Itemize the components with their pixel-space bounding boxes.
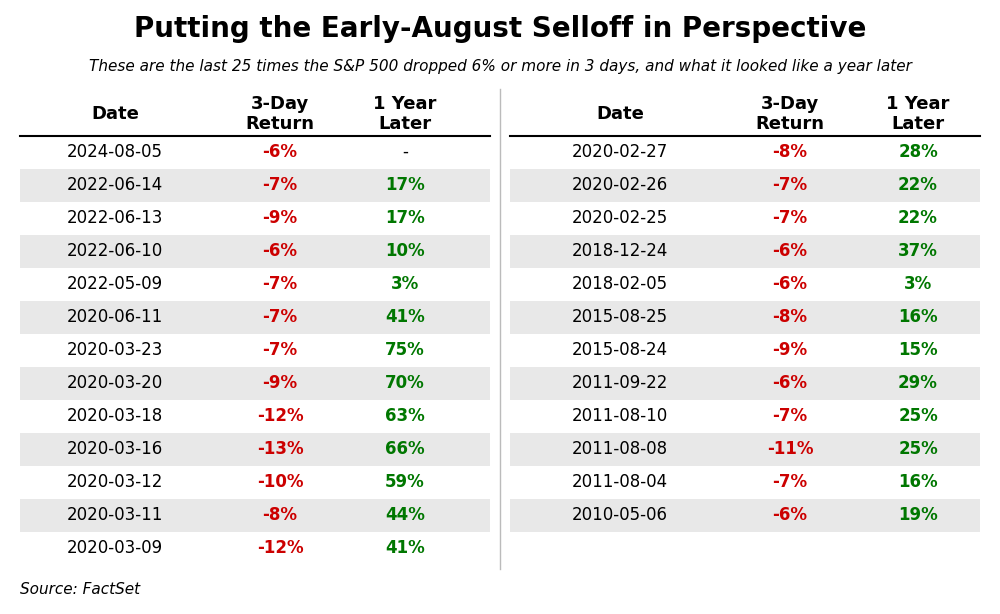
Text: 2020-03-09: 2020-03-09 xyxy=(67,539,163,557)
Bar xyxy=(20,432,490,465)
Text: 2022-06-13: 2022-06-13 xyxy=(67,209,163,227)
Text: 25%: 25% xyxy=(898,440,938,458)
Text: -12%: -12% xyxy=(257,407,303,425)
Text: 22%: 22% xyxy=(898,176,938,194)
Text: -12%: -12% xyxy=(257,539,303,557)
Text: -7%: -7% xyxy=(262,308,298,326)
Text: 2020-02-26: 2020-02-26 xyxy=(572,176,668,194)
Text: 75%: 75% xyxy=(385,341,425,359)
Text: 44%: 44% xyxy=(385,506,425,524)
Text: 2020-03-20: 2020-03-20 xyxy=(67,374,163,392)
Text: -7%: -7% xyxy=(772,407,808,425)
Bar xyxy=(20,235,490,268)
Text: 2018-02-05: 2018-02-05 xyxy=(572,275,668,293)
Text: These are the last 25 times the S&P 500 dropped 6% or more in 3 days, and what i: These are the last 25 times the S&P 500 … xyxy=(89,58,911,74)
Text: 1 Year
Later: 1 Year Later xyxy=(886,95,950,133)
Text: 2020-03-16: 2020-03-16 xyxy=(67,440,163,458)
Text: -9%: -9% xyxy=(262,209,298,227)
Text: Source: FactSet: Source: FactSet xyxy=(20,581,140,596)
Text: 2020-03-23: 2020-03-23 xyxy=(67,341,163,359)
Text: Date: Date xyxy=(596,105,644,123)
Text: 66%: 66% xyxy=(385,440,425,458)
Text: 2022-06-10: 2022-06-10 xyxy=(67,242,163,260)
Text: 17%: 17% xyxy=(385,209,425,227)
Text: 16%: 16% xyxy=(898,308,938,326)
Text: 2020-02-25: 2020-02-25 xyxy=(572,209,668,227)
Text: 41%: 41% xyxy=(385,308,425,326)
Text: 3-Day
Return: 3-Day Return xyxy=(756,95,824,133)
Text: -8%: -8% xyxy=(262,506,298,524)
Text: -7%: -7% xyxy=(772,176,808,194)
Text: -6%: -6% xyxy=(262,242,298,260)
Text: 2011-09-22: 2011-09-22 xyxy=(572,374,668,392)
Bar xyxy=(20,168,490,201)
Text: 3%: 3% xyxy=(391,275,419,293)
Text: 15%: 15% xyxy=(898,341,938,359)
Text: -6%: -6% xyxy=(772,275,808,293)
Text: 2022-06-14: 2022-06-14 xyxy=(67,176,163,194)
Text: 70%: 70% xyxy=(385,374,425,392)
Text: 22%: 22% xyxy=(898,209,938,227)
Text: 17%: 17% xyxy=(385,176,425,194)
Text: -9%: -9% xyxy=(772,341,808,359)
Text: 2011-08-04: 2011-08-04 xyxy=(572,473,668,491)
Text: -8%: -8% xyxy=(772,308,808,326)
Text: 10%: 10% xyxy=(385,242,425,260)
Text: -6%: -6% xyxy=(772,506,808,524)
Text: -11%: -11% xyxy=(767,440,813,458)
Bar xyxy=(510,235,980,268)
Text: 2011-08-08: 2011-08-08 xyxy=(572,440,668,458)
Text: -13%: -13% xyxy=(257,440,303,458)
Text: -7%: -7% xyxy=(262,176,298,194)
Text: 3%: 3% xyxy=(904,275,932,293)
Text: 2010-05-06: 2010-05-06 xyxy=(572,506,668,524)
Text: 2020-03-12: 2020-03-12 xyxy=(67,473,163,491)
Text: -7%: -7% xyxy=(262,341,298,359)
Text: 2022-05-09: 2022-05-09 xyxy=(67,275,163,293)
Bar xyxy=(510,432,980,465)
Text: 29%: 29% xyxy=(898,374,938,392)
Text: -8%: -8% xyxy=(772,143,808,161)
Text: 2011-08-10: 2011-08-10 xyxy=(572,407,668,425)
Text: 2015-08-25: 2015-08-25 xyxy=(572,308,668,326)
Text: 2020-02-27: 2020-02-27 xyxy=(572,143,668,161)
Text: -6%: -6% xyxy=(772,242,808,260)
Text: 2020-03-11: 2020-03-11 xyxy=(67,506,163,524)
Text: -7%: -7% xyxy=(262,275,298,293)
Text: -7%: -7% xyxy=(772,473,808,491)
Bar xyxy=(20,300,490,333)
Text: 63%: 63% xyxy=(385,407,425,425)
Text: 41%: 41% xyxy=(385,539,425,557)
Text: -6%: -6% xyxy=(772,374,808,392)
Text: 19%: 19% xyxy=(898,506,938,524)
Text: 3-Day
Return: 3-Day Return xyxy=(246,95,314,133)
Bar xyxy=(510,499,980,532)
Text: 2015-08-24: 2015-08-24 xyxy=(572,341,668,359)
Text: 2018-12-24: 2018-12-24 xyxy=(572,242,668,260)
Text: 1 Year
Later: 1 Year Later xyxy=(373,95,437,133)
Text: 37%: 37% xyxy=(898,242,938,260)
Text: 25%: 25% xyxy=(898,407,938,425)
Text: Date: Date xyxy=(91,105,139,123)
Bar xyxy=(510,168,980,201)
Text: 59%: 59% xyxy=(385,473,425,491)
Text: 2024-08-05: 2024-08-05 xyxy=(67,143,163,161)
Text: -10%: -10% xyxy=(257,473,303,491)
Text: 28%: 28% xyxy=(898,143,938,161)
Text: -7%: -7% xyxy=(772,209,808,227)
Text: Putting the Early-August Selloff in Perspective: Putting the Early-August Selloff in Pers… xyxy=(134,15,866,43)
Text: -9%: -9% xyxy=(262,374,298,392)
Text: 16%: 16% xyxy=(898,473,938,491)
Text: -6%: -6% xyxy=(262,143,298,161)
Bar xyxy=(510,367,980,400)
Text: 2020-06-11: 2020-06-11 xyxy=(67,308,163,326)
Text: -: - xyxy=(402,143,408,161)
Text: 2020-03-18: 2020-03-18 xyxy=(67,407,163,425)
Bar xyxy=(20,367,490,400)
Bar xyxy=(20,499,490,532)
Bar xyxy=(510,300,980,333)
